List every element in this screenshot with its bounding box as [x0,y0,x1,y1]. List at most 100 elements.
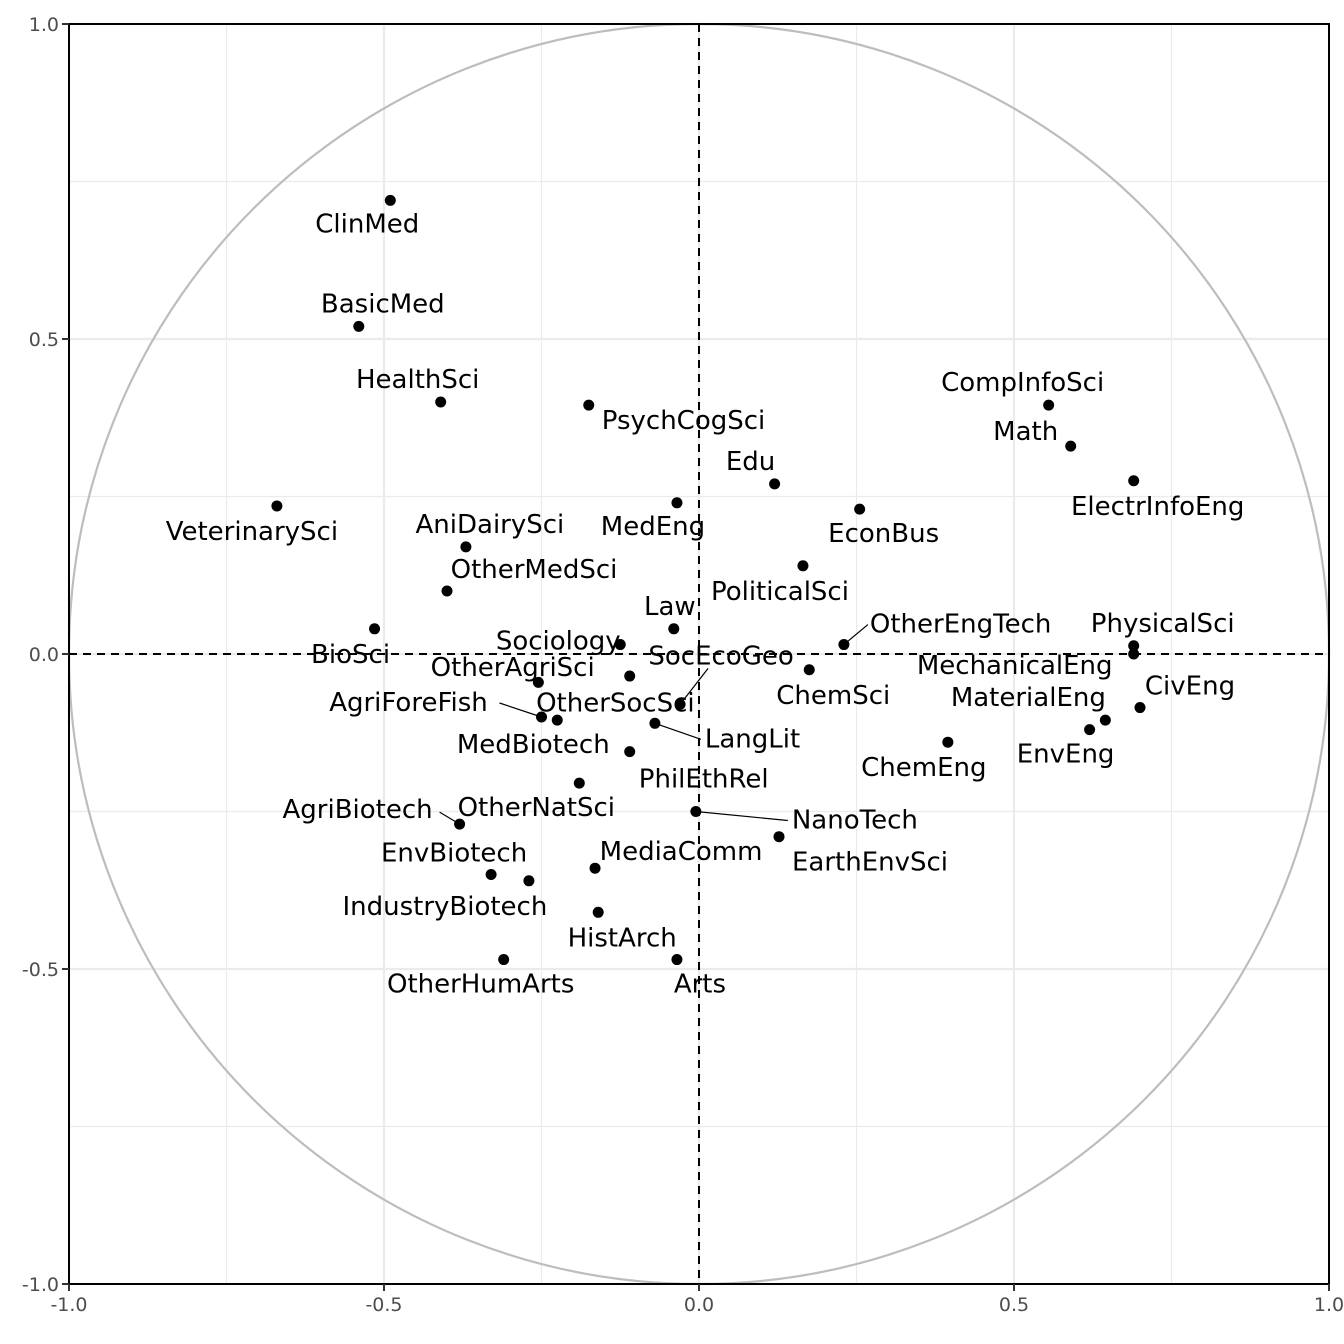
point-AgriBiotech [454,818,466,830]
point-OtherHumArts [498,954,510,966]
point-CivEng [1134,702,1146,714]
point-HealthSci [435,396,447,408]
point-OtherMedSci [441,585,453,597]
point-label: AgriBiotech [283,795,433,825]
y-tick-label: -0.5 [22,959,59,981]
point-label: PhilEthRel [639,765,769,795]
x-tick-label: 0.5 [999,1294,1029,1316]
point-label: EnvBiotech [381,839,527,869]
point-Edu [769,478,781,490]
point-MechanicalEng [1128,648,1140,660]
leader-line [654,722,702,740]
point-OtherSocSci [532,676,544,688]
point-HistArch [592,906,604,918]
point-VeterinarySci [271,500,283,512]
point-label: LangLit [705,724,800,754]
point-AgriForeFish [536,711,547,723]
point-label: MedEng [601,512,705,542]
point-EarthEnvSci [773,831,785,843]
point-OtherEngTech [838,639,850,651]
point-Sociology [614,639,626,651]
point-label: MaterialEng [951,683,1106,713]
point-label: NanoTech [792,806,918,836]
point-LangLit [649,717,661,729]
point-Math [1065,440,1077,452]
point-BioSci [369,623,381,635]
point-label: CompInfoSci [941,368,1104,398]
point-ChemSci [803,664,815,676]
y-tick-label: 0.5 [29,329,59,351]
point-label: PoliticalSci [711,577,849,607]
point-label: EconBus [828,519,939,549]
point-label: SocEcoGeo [648,641,793,671]
point-label: MechanicalEng [917,651,1113,681]
point-label: EarthEnvSci [792,848,948,878]
point-label: Sociology [496,627,621,657]
point-labels: ClinMed BasicMed HealthSci PsychCogSci CompI… [166,209,1245,999]
point-PsychCogSci [583,399,595,411]
y-tick-label: 1.0 [29,14,59,36]
point-label: MedBiotech [457,730,610,760]
point-label: HealthSci [356,365,479,395]
point-label: MediaComm [600,837,763,867]
point-label: OtherAgriSci [431,653,595,683]
point-label: AgriForeFish [329,688,488,718]
point-label: BasicMed [321,289,445,319]
point-label: OtherNatSci [458,793,615,823]
y-tick-label: 0.0 [29,644,59,666]
point-label: ElectrInfoEng [1071,492,1244,522]
point-label: Edu [726,447,775,477]
points [271,194,1146,966]
point-PhysicalSci [1128,640,1140,652]
x-tick-label: 0.0 [684,1294,714,1316]
point-EconBus [854,503,866,515]
y-tick-label: -1.0 [22,1274,59,1296]
point-label: EnvEng [1017,740,1115,770]
point-PhilEthRel [624,746,636,758]
point-label: IndustryBiotech [342,892,547,922]
point-ChemEng [942,736,954,748]
x-tick-label: -1.0 [50,1294,87,1316]
point-ClinMed [384,194,396,206]
point-MedEng [671,497,683,509]
point-label: HistArch [568,923,677,953]
point-label: AniDairySci [416,510,565,540]
point-ElectrInfoEng [1128,475,1140,487]
axes: -1.0 -0.5 0.0 0.5 1.0 -1.0 -0.5 0.0 0.5 1.0 [22,14,1344,1316]
point-EnvEng [1084,724,1096,736]
point-MaterialEng [1099,714,1111,726]
point-label: OtherMedSci [451,555,618,585]
point-BasicMed [353,320,365,332]
point-SocEcoGeo [674,698,686,710]
point-label: Math [993,417,1058,447]
x-tick-label: 1.0 [1314,1294,1344,1316]
point-label: PsychCogSci [602,406,766,436]
point-EnvBiotech [485,869,497,880]
point-MediaComm [589,862,601,874]
point-IndustryBiotech [523,875,535,887]
point-OtherNatSci [573,777,585,789]
point-label: OtherEngTech [870,610,1051,640]
leader-line [499,702,542,718]
point-label: PhysicalSci [1091,609,1235,639]
point-Law [668,623,680,635]
point-MedBiotech [551,714,563,726]
point-label: OtherSocSci [536,688,695,718]
point-label: ChemSci [776,681,890,711]
point-label: OtherHumArts [387,970,574,1000]
point-OtherAgriSci [624,670,636,682]
point-label: VeterinarySci [166,517,338,547]
leader-line [679,668,709,705]
point-PoliticalSci [797,560,809,572]
point-label: Arts [674,970,726,1000]
point-Arts [671,954,683,966]
x-tick-label: -0.5 [365,1294,402,1316]
point-CompInfoSci [1043,399,1055,411]
point-label: CivEng [1145,672,1235,702]
point-AniDairySci [460,541,472,553]
point-NanoTech [690,806,702,817]
leader-line [695,810,788,822]
point-label: BioSci [311,640,390,670]
point-label: Law [644,592,696,622]
